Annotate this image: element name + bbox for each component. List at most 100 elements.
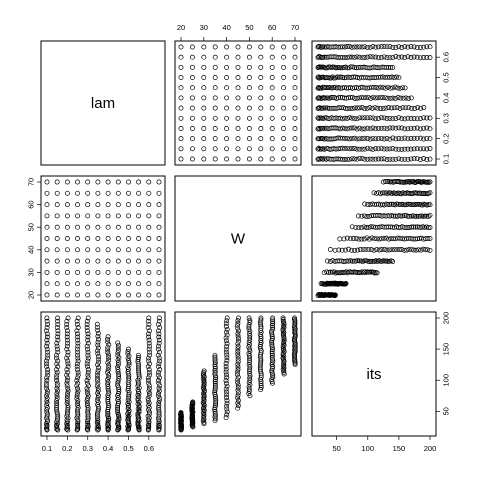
point — [259, 75, 263, 79]
point — [190, 86, 194, 90]
tick-label-its: 100 — [362, 444, 375, 453]
point — [224, 379, 228, 383]
point — [96, 337, 100, 341]
point — [106, 259, 110, 263]
variable-label-lam: lam — [91, 95, 115, 112]
point — [247, 157, 251, 161]
point — [202, 45, 206, 49]
point — [386, 85, 390, 89]
point — [157, 248, 161, 252]
point — [147, 270, 151, 274]
point — [293, 45, 297, 49]
point — [293, 106, 297, 110]
point — [75, 214, 79, 218]
point — [65, 373, 69, 377]
point — [137, 180, 141, 184]
tick-label-W: 40 — [222, 23, 230, 32]
point — [137, 203, 141, 207]
point — [156, 370, 160, 374]
point — [355, 157, 359, 161]
point — [213, 55, 217, 59]
point — [190, 126, 194, 130]
point — [65, 270, 69, 274]
point — [379, 56, 383, 60]
point — [190, 55, 194, 59]
point — [236, 106, 240, 110]
point — [247, 126, 251, 130]
point — [368, 127, 372, 131]
point — [157, 203, 161, 207]
tick-label-lam: 0.3 — [442, 113, 451, 123]
point — [65, 259, 69, 263]
point — [45, 225, 49, 229]
point — [385, 127, 389, 131]
point — [156, 378, 160, 382]
point — [247, 116, 251, 120]
point — [190, 75, 194, 79]
point — [236, 65, 240, 69]
point — [202, 75, 206, 79]
point — [55, 270, 59, 274]
point — [371, 126, 375, 130]
point — [293, 126, 297, 130]
point — [225, 384, 229, 388]
point — [75, 362, 79, 366]
point — [368, 137, 372, 141]
point — [236, 157, 240, 161]
point — [247, 147, 251, 151]
point — [190, 96, 194, 100]
point — [116, 270, 120, 274]
point — [96, 349, 100, 353]
point — [116, 282, 120, 286]
point — [270, 55, 274, 59]
point — [126, 225, 130, 229]
point — [360, 105, 364, 109]
point — [270, 45, 274, 49]
point — [97, 366, 101, 370]
point — [137, 259, 141, 263]
point — [376, 116, 380, 120]
point — [428, 116, 432, 120]
point — [86, 180, 90, 184]
point — [106, 335, 110, 339]
point — [224, 387, 228, 391]
point — [137, 248, 141, 252]
point — [96, 180, 100, 184]
point — [259, 45, 263, 49]
point — [147, 214, 151, 218]
point — [293, 65, 297, 69]
point — [86, 293, 90, 297]
point — [213, 126, 217, 130]
point — [65, 180, 69, 184]
point — [46, 368, 50, 372]
point — [96, 354, 100, 358]
point — [359, 226, 363, 230]
point — [213, 75, 217, 79]
point — [293, 55, 297, 59]
point — [225, 45, 229, 49]
point — [354, 236, 358, 240]
tick-label-W: 50 — [245, 23, 253, 32]
point — [202, 126, 206, 130]
point — [202, 106, 206, 110]
point — [157, 356, 161, 360]
point — [106, 248, 110, 252]
point — [202, 116, 206, 120]
point — [55, 370, 59, 374]
point — [126, 191, 130, 195]
point — [270, 116, 274, 120]
point — [371, 147, 375, 151]
point — [157, 362, 161, 366]
point — [371, 44, 375, 48]
point — [398, 106, 402, 110]
point — [147, 259, 151, 263]
tick-label-its: 200 — [442, 312, 451, 325]
point — [157, 376, 161, 380]
point — [362, 237, 366, 241]
tick-label-lam: 0.2 — [62, 444, 72, 453]
point — [126, 270, 130, 274]
tick-label-W: 70 — [291, 23, 299, 32]
point — [293, 96, 297, 100]
point — [225, 147, 229, 151]
point — [225, 86, 229, 90]
